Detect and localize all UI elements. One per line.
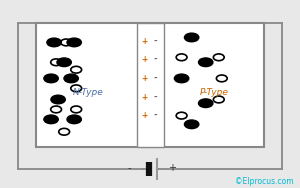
Ellipse shape [199,58,213,67]
Ellipse shape [67,38,81,47]
Text: -: - [154,74,157,83]
Text: +: + [142,111,148,120]
Text: -: - [154,37,157,46]
Text: ©Elprocus.com: ©Elprocus.com [236,177,294,186]
Bar [36,23,264,147]
Text: N-Type: N-Type [73,88,103,97]
Text: +: + [142,74,148,83]
Text: +: + [142,55,148,64]
Ellipse shape [174,74,189,83]
Ellipse shape [44,74,58,83]
Ellipse shape [67,115,81,124]
Bar [136,23,164,147]
Text: P-Type: P-Type [199,88,228,97]
Text: -: - [154,92,157,102]
Ellipse shape [57,58,71,67]
Text: +: + [142,37,148,46]
Text: +: + [169,163,176,173]
Ellipse shape [184,33,199,42]
Ellipse shape [44,115,58,124]
Ellipse shape [64,74,78,83]
Ellipse shape [51,95,65,104]
Text: -: - [154,111,157,120]
Ellipse shape [184,120,199,129]
Ellipse shape [47,38,61,47]
Text: -: - [127,163,131,173]
Ellipse shape [199,99,213,108]
Text: +: + [142,92,148,102]
Text: -: - [154,55,157,64]
